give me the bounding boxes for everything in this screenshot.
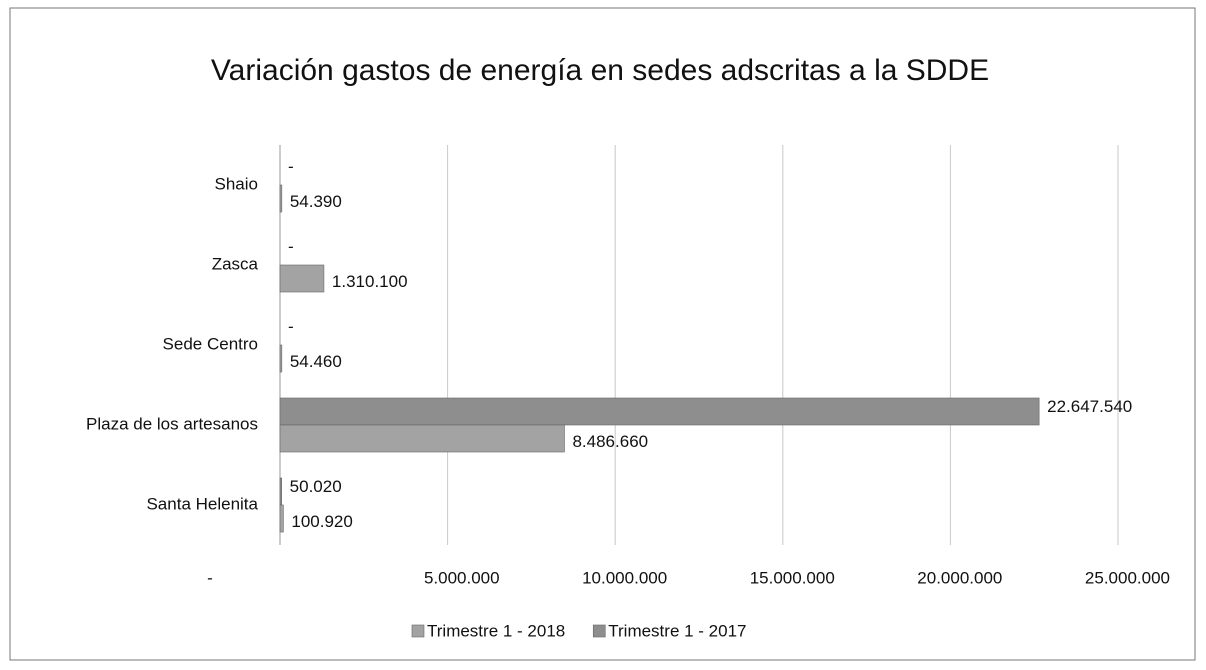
x-tick-label: 15.000.000: [750, 568, 835, 587]
legend-swatch: [411, 624, 425, 638]
bar: [279, 477, 282, 506]
bar: [279, 424, 565, 453]
data-label: -: [288, 317, 294, 336]
x-tick-label: 20.000.000: [917, 568, 1002, 587]
bar: [279, 344, 283, 373]
bar: [279, 264, 325, 293]
y-tick-label: Shaio: [215, 174, 258, 193]
chart-frame: [9, 7, 1196, 661]
legend-swatch: [592, 624, 606, 638]
y-tick-label: Sede Centro: [163, 334, 258, 353]
chart-title: Variación gastos de energía en sedes ads…: [211, 54, 989, 87]
y-tick-label: Santa Helenita: [146, 494, 258, 513]
bar: [279, 504, 284, 533]
data-label: 22.647.540: [1047, 397, 1132, 416]
x-tick-label: -: [207, 568, 213, 587]
data-label: 1.310.100: [332, 272, 408, 291]
y-tick-label: Plaza de los artesanos: [86, 414, 258, 433]
x-tick-label: 10.000.000: [582, 568, 667, 587]
bar: [279, 397, 1040, 426]
legend-label: Trimestre 1 - 2018: [427, 621, 565, 640]
x-tick-label: 5.000.000: [424, 568, 500, 587]
x-tick-label: 25.000.000: [1085, 568, 1170, 587]
data-label: 50.020: [290, 477, 342, 496]
data-label: 100.920: [291, 512, 352, 531]
data-label: 54.390: [290, 192, 342, 211]
data-label: 8.486.660: [572, 432, 648, 451]
bar: [279, 184, 283, 213]
y-tick-label: Zasca: [212, 254, 259, 273]
data-label: 54.460: [290, 352, 342, 371]
data-label: -: [288, 157, 294, 176]
legend-label: Trimestre 1 - 2017: [608, 621, 746, 640]
data-label: -: [288, 237, 294, 256]
